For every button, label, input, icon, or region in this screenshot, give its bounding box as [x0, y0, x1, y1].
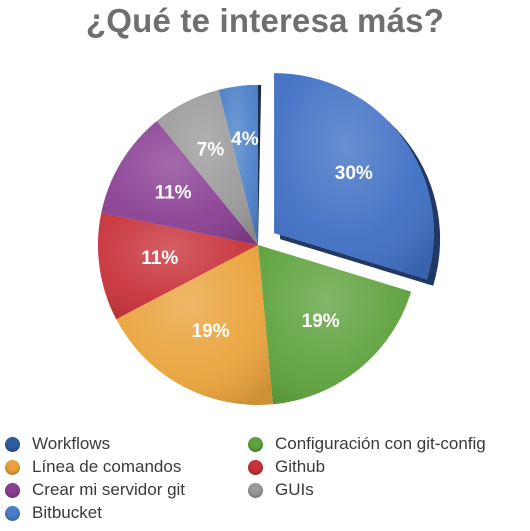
legend-item: Workflows [5, 433, 110, 455]
legend-label: Workflows [32, 434, 111, 453]
legend-item: Bitbucket [5, 502, 102, 524]
legend-swatch [5, 505, 20, 521]
slice-label: 19% [302, 311, 340, 332]
legend-label: Configuración con git-config [275, 434, 486, 453]
legend-item: Configuración con git-config [248, 433, 486, 455]
legend-item: Línea de comandos [5, 456, 181, 478]
legend-swatch [5, 482, 20, 498]
legend-label: Línea de comandos [32, 457, 182, 476]
legend-swatch [5, 459, 20, 475]
pie-slice-shine [218, 85, 258, 245]
legend-item: Crear mi servidor git [5, 479, 185, 501]
legend-label: Github [275, 457, 326, 476]
pie-slice-shine [274, 73, 435, 280]
slice-label: 11% [155, 183, 192, 204]
slice-label: 11% [141, 248, 178, 269]
slice-label: 4% [231, 129, 259, 150]
slice-label: 30% [335, 163, 373, 184]
legend-swatch [248, 459, 263, 475]
legend-label: Crear mi servidor git [32, 480, 186, 499]
pie-slice-shine [258, 245, 412, 405]
pie-slice-shine [98, 212, 258, 320]
legend-swatch [5, 436, 20, 452]
legend-label: Bitbucket [32, 503, 102, 522]
pie-chart: 30% 19% 19% 11% 11% 7% 4% [98, 73, 441, 405]
pie-slice-shine [156, 89, 258, 246]
slice-label: 7% [197, 140, 225, 161]
slice-label: 19% [192, 321, 230, 342]
legend-swatch [248, 482, 263, 498]
pie-slice-shine [116, 245, 273, 405]
chart-title: ¿Qué te interesa más? [85, 2, 445, 39]
legend-label: GUIs [275, 480, 314, 499]
legend: Workflows Configuración con git-config Lín… [0, 433, 530, 531]
pie-slice-shine [101, 121, 258, 245]
legend-item: GUIs [248, 479, 314, 501]
legend-swatch [248, 436, 263, 452]
legend-item: Github [248, 456, 325, 478]
